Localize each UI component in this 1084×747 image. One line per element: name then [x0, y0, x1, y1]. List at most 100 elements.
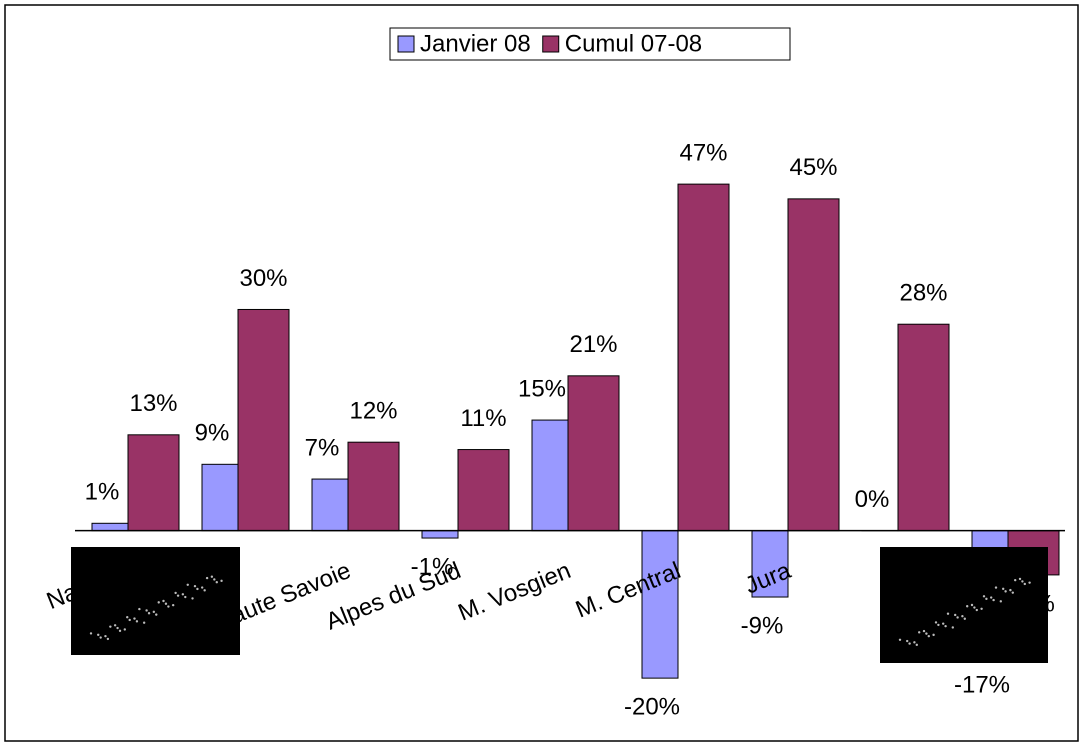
thumbnail-dot — [109, 625, 112, 628]
thumbnail-dot — [164, 602, 168, 605]
thumbnail-dot — [123, 628, 127, 631]
bar — [311, 478, 349, 532]
thumbnail-dot — [913, 641, 916, 644]
legend-swatch — [397, 35, 415, 53]
thumbnail-dot — [966, 605, 969, 608]
thumbnail-dot — [1023, 582, 1026, 586]
thumbnail-dot — [970, 603, 974, 607]
thumbnail-dot — [220, 579, 223, 583]
thumbnail-dot — [203, 589, 206, 592]
thumbnail-dot — [186, 583, 189, 586]
thumbnail-dot — [196, 587, 199, 591]
data-label: 12% — [349, 398, 397, 425]
thumbnail-dot — [205, 576, 209, 580]
thumbnail-dot — [937, 623, 940, 627]
legend-label: Cumul 07-08 — [565, 30, 702, 57]
thumbnail-dot — [992, 598, 995, 602]
thumbnail-dot — [918, 631, 921, 634]
thumbnail-dot — [934, 621, 938, 624]
bar — [237, 308, 290, 532]
data-label: 15% — [518, 375, 566, 402]
bar — [201, 463, 239, 532]
bar — [751, 530, 789, 598]
thumbnail-dot — [215, 581, 218, 584]
data-label: -9% — [741, 612, 784, 639]
thumbnail-dot — [116, 626, 119, 630]
bar — [457, 449, 510, 532]
data-label: 11% — [460, 405, 506, 432]
thumbnail-dot — [927, 634, 930, 638]
thumbnail-dot — [982, 595, 986, 598]
bar — [531, 419, 569, 532]
thumbnail-dot — [1028, 581, 1031, 584]
thumbnail-dot — [946, 612, 950, 615]
thumbnail-dot — [97, 633, 100, 636]
thumbnail-dot — [152, 610, 156, 614]
thumbnail-dot — [1004, 590, 1007, 593]
thumbnail-dot — [210, 575, 214, 578]
data-label: 9% — [195, 420, 230, 447]
thumbnail-dot — [1018, 577, 1022, 581]
thumbnail-dot — [990, 596, 993, 599]
data-label: 7% — [305, 434, 340, 461]
thumbnail-dot — [118, 629, 122, 633]
thumbnail-dot — [99, 636, 102, 639]
data-label: -20% — [624, 693, 680, 720]
thumbnail-dot — [106, 637, 110, 641]
thumbnail-dot — [975, 608, 978, 612]
thumbnail-dot — [963, 617, 966, 620]
thumbnail — [880, 547, 1048, 663]
data-label: 21% — [569, 331, 617, 358]
data-label: 47% — [679, 139, 727, 166]
thumbnail-dot — [999, 600, 1002, 603]
thumbnail-dot — [126, 616, 129, 619]
thumbnail-dot — [1002, 587, 1005, 591]
bar — [421, 530, 459, 539]
thumbnail-dot — [193, 584, 197, 588]
thumbnail-dot — [932, 633, 935, 637]
thumbnail-dot — [961, 615, 964, 618]
thumbnail-dot — [162, 599, 165, 603]
data-label: 45% — [789, 154, 837, 181]
bar — [787, 198, 840, 532]
thumbnail-dot — [1014, 578, 1017, 582]
bar — [677, 183, 730, 532]
thumbnail-dot — [157, 601, 160, 604]
thumbnail-dot — [138, 607, 141, 611]
thumbnail-dot — [922, 629, 926, 633]
thumbnail-dot — [1009, 588, 1012, 592]
thumbnail-dot — [191, 597, 194, 600]
thumbnail-dot — [908, 642, 911, 645]
thumbnail-dot — [176, 594, 180, 597]
thumbnail-dot — [113, 624, 117, 627]
thumbnail-dot — [944, 624, 947, 628]
data-label: 28% — [899, 280, 947, 307]
thumbnail-dot — [994, 586, 998, 589]
thumbnail-dot — [167, 605, 170, 608]
bar — [127, 434, 180, 532]
thumbnail-dot — [915, 643, 918, 647]
thumbnail-dot — [925, 632, 928, 635]
thumbnail-dot — [155, 613, 158, 616]
thumbnail-dot — [954, 613, 957, 617]
thumbnail-dot — [133, 617, 136, 620]
thumbnail-dot — [201, 586, 204, 589]
legend-box — [389, 27, 791, 61]
thumbnail-dot — [1011, 591, 1014, 594]
thumbnail-dot — [171, 603, 175, 607]
thumbnail-dot — [956, 616, 959, 619]
thumbnail-dot — [951, 626, 954, 629]
thumbnail-dot — [942, 622, 945, 625]
thumbnail-dot — [128, 618, 131, 622]
legend-label: Janvier 08 — [420, 30, 531, 57]
legend-swatch — [542, 35, 560, 53]
thumbnail-dot — [142, 621, 146, 624]
thumbnail-dot — [213, 578, 216, 581]
data-label: 1% — [85, 479, 120, 506]
data-label: 30% — [239, 265, 287, 292]
thumbnail-dot — [1021, 580, 1024, 583]
thumbnail-dot — [89, 632, 93, 635]
bar — [897, 323, 950, 532]
data-label: 0% — [855, 486, 890, 513]
